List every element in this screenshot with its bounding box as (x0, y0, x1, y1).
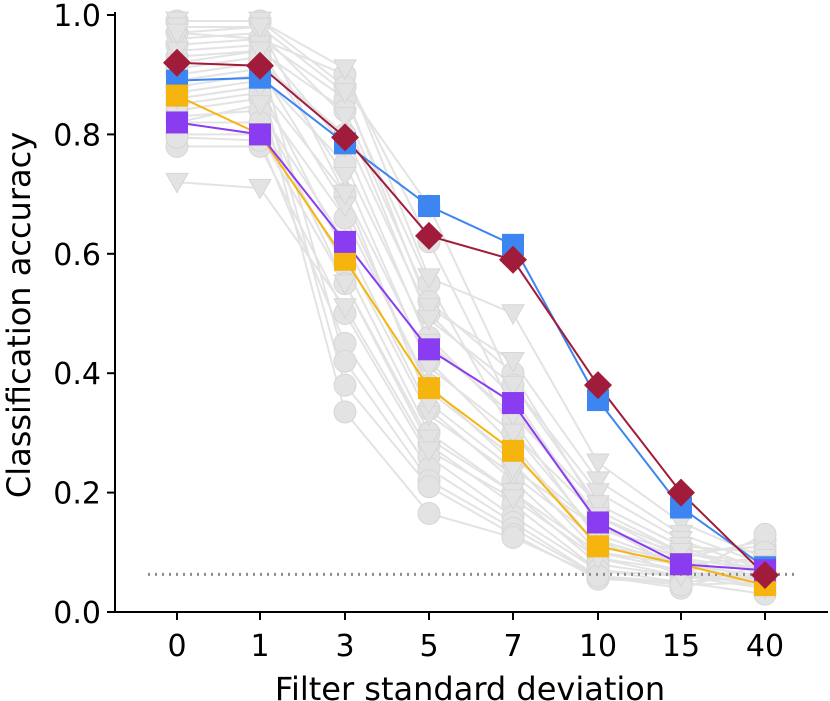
background-triangle-point (586, 453, 610, 475)
x-tick-label: 40 (746, 629, 784, 664)
orange-squares-point (587, 535, 609, 558)
purple-squares-line (176, 121, 766, 572)
background-triangle-point (333, 107, 357, 128)
background-triangle-point (501, 375, 525, 397)
background-series-line (176, 31, 766, 572)
background-triangle-point (586, 471, 610, 493)
background-triangle-point (248, 41, 272, 63)
x-tick-label: 3 (335, 629, 354, 664)
background-triangle-point (165, 23, 189, 45)
orange-squares-line (176, 94, 766, 587)
red-diamonds-point (584, 371, 612, 400)
background-circle-point (333, 400, 357, 424)
highlight-series-layer (163, 48, 779, 597)
background-triangle-point (333, 166, 357, 188)
background-circle-point (501, 525, 525, 549)
orange-squares-point (334, 248, 356, 271)
tick-labels: 0.0 0.2 0.4 0.6 0.8 1.0 0 1 3 5 7 10 15 40 (53, 0, 784, 664)
x-axis-title: Filter standard deviation (275, 670, 665, 701)
y-tick-label: 0.6 (53, 238, 101, 273)
x-tick-label: 15 (662, 629, 700, 664)
background-triangle-point (586, 495, 610, 516)
background-triangle-point (248, 178, 272, 200)
background-triangle-point (333, 184, 357, 206)
background-triangle-point (417, 268, 441, 290)
blue-squares-point (670, 496, 692, 519)
background-triangle-point (417, 441, 441, 463)
red-diamonds-line (176, 61, 766, 576)
red-diamonds-point (163, 48, 191, 77)
background-series-line (177, 19, 766, 560)
background-triangle-point (501, 423, 525, 445)
purple-squares-point (166, 111, 188, 134)
background-series-line (176, 55, 766, 590)
red-diamonds-point (667, 478, 695, 507)
background-circle-point (417, 501, 441, 525)
y-axis-title: Classification accuracy (0, 132, 38, 498)
y-tick-label: 1.0 (53, 0, 101, 34)
y-tick-label: 0.4 (53, 357, 101, 392)
background-series-line (177, 25, 766, 566)
purple-squares-point (502, 392, 524, 415)
background-triangle-point (333, 83, 357, 105)
background-triangle-point (417, 310, 441, 331)
background-series-line (176, 31, 766, 572)
background-circle-point (333, 373, 357, 397)
background-series-line (176, 25, 766, 566)
blue-squares-point (418, 195, 440, 218)
x-tick-label: 7 (503, 629, 522, 664)
purple-squares-point (418, 338, 440, 361)
blue-squares-point (502, 233, 524, 256)
x-tick-label: 5 (419, 629, 438, 664)
axes (114, 12, 828, 613)
background-circle-point (333, 349, 357, 373)
background-triangle-point (417, 298, 441, 319)
background-triangle-point (248, 95, 272, 117)
background-series-line (176, 103, 766, 590)
background-triangle-point (333, 59, 357, 81)
orange-squares-point (418, 377, 440, 400)
background-circle-point (417, 475, 441, 499)
background-triangle-point (417, 429, 441, 451)
purple-squares-point (587, 511, 609, 534)
background-series-line (176, 49, 766, 572)
blue-squares-line (176, 76, 766, 569)
background-triangle-point (333, 274, 357, 296)
y-tick-label: 0.8 (53, 118, 101, 153)
red-diamonds-point (751, 560, 779, 589)
orange-squares-point (502, 439, 524, 462)
background-series-line (176, 43, 766, 578)
red-diamonds-point (499, 245, 527, 274)
y-tick-label: 0.0 (53, 596, 101, 631)
background-triangle-point (669, 543, 693, 564)
background-series-line (176, 91, 766, 587)
red-diamonds-point (415, 221, 443, 250)
purple-squares-point (670, 553, 692, 576)
background-triangle-point (586, 483, 610, 505)
purple-squares-point (249, 123, 271, 146)
x-tick-label: 0 (167, 629, 186, 664)
y-tick-label: 0.2 (53, 477, 101, 512)
background-triangle-point (501, 489, 525, 511)
background-triangle-point (165, 172, 189, 194)
background-triangle-point (501, 304, 525, 325)
background-triangle-point (248, 17, 272, 39)
background-series-line (176, 79, 766, 584)
background-series-line (176, 67, 766, 584)
orange-squares-point (166, 84, 188, 107)
x-tick-label: 1 (250, 629, 269, 664)
red-diamonds-point (246, 51, 274, 80)
red-diamonds-point (331, 123, 359, 152)
blue-squares-point (587, 389, 609, 412)
background-triangle-point (333, 298, 357, 319)
purple-squares-point (334, 230, 356, 253)
background-triangle-point (501, 351, 525, 373)
x-tick-label: 10 (579, 629, 617, 664)
